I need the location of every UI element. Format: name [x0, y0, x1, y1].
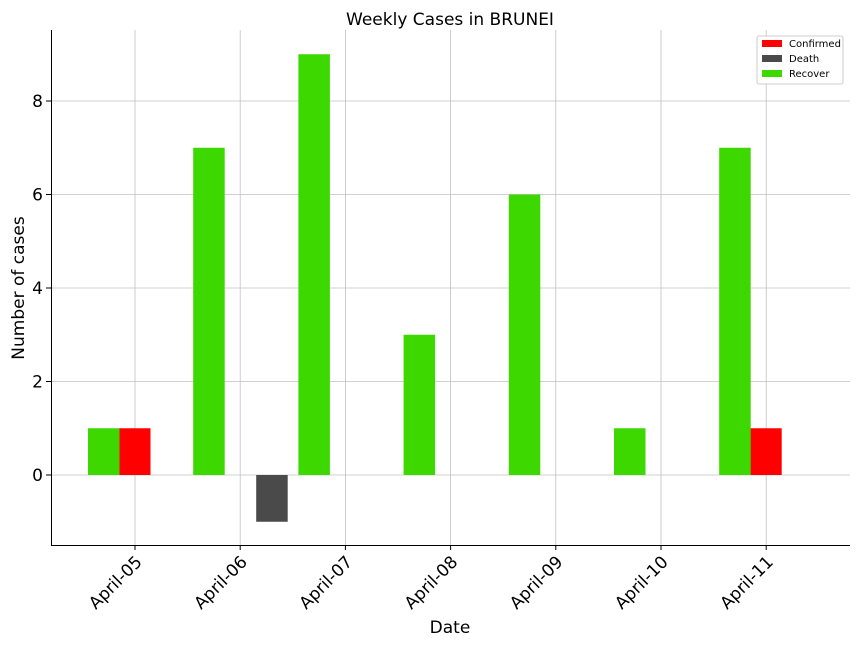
bar-confirmed — [119, 428, 151, 475]
y-axis-label: Number of cases — [9, 216, 29, 360]
bar-recover — [88, 428, 120, 475]
grid-lines — [51, 30, 850, 545]
legend: Confirmed Death Recover — [756, 35, 844, 85]
legend-label: Death — [789, 54, 819, 65]
bar-recover — [193, 147, 225, 475]
legend-label: Confirmed — [789, 39, 841, 50]
bar-confirmed — [750, 428, 782, 475]
y-tick-label: 2 — [32, 373, 43, 393]
bar-death — [256, 475, 288, 522]
bars — [88, 54, 782, 522]
x-axis-label: Date — [430, 618, 471, 638]
x-tick-label: April-05 — [85, 552, 146, 613]
x-tick-label: April-10 — [611, 552, 672, 613]
y-tick-label: 0 — [32, 466, 43, 486]
x-ticks: April-05 April-06 April-07 April-08 April-09… — [85, 545, 778, 614]
bar-recover — [614, 428, 646, 475]
bar-recover — [508, 194, 541, 475]
x-tick-label: April-08 — [401, 552, 462, 613]
legend-swatch — [762, 55, 782, 62]
chart-title: Weekly Cases in BRUNEI — [346, 10, 554, 30]
bar-recover — [403, 334, 436, 475]
legend-label: Recover — [789, 69, 830, 80]
y-tick-label: 4 — [32, 279, 43, 299]
x-tick-label: April-06 — [190, 552, 251, 613]
legend-swatch — [762, 70, 782, 77]
legend-swatch — [762, 40, 782, 47]
bar-recover — [298, 54, 330, 475]
x-tick-label: April-11 — [716, 552, 777, 613]
y-tick-label: 6 — [32, 186, 43, 206]
y-ticks: 0 2 4 6 8 — [32, 92, 51, 486]
x-tick-label: April-07 — [296, 552, 357, 613]
y-tick-label: 8 — [32, 92, 43, 112]
x-tick-label: April-09 — [506, 552, 567, 613]
bar-recover — [719, 147, 751, 475]
